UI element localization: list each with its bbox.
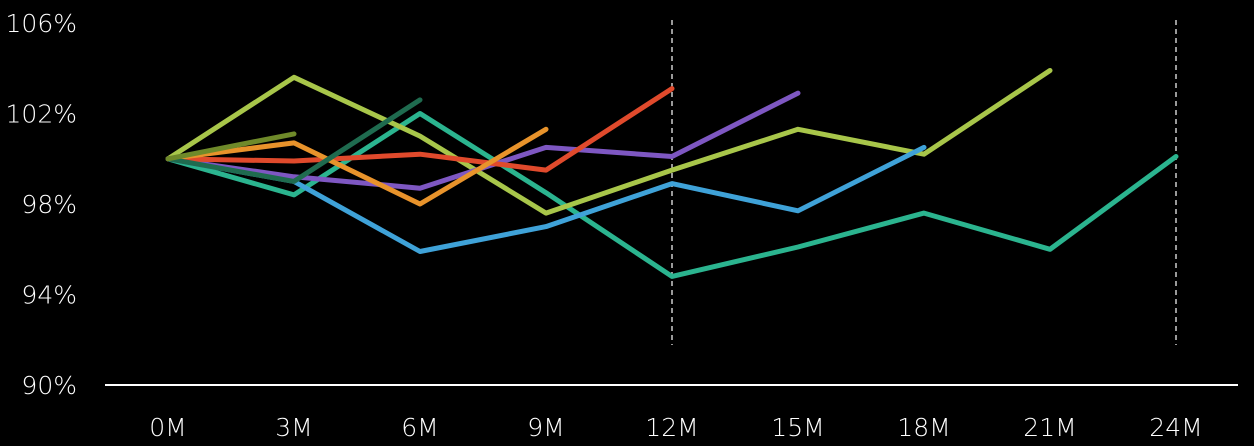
y-tick-label: 98% xyxy=(21,190,77,219)
x-tick-label: 12M xyxy=(645,413,698,442)
y-tick-label: 102% xyxy=(6,100,77,129)
x-tick-label: 6M xyxy=(401,413,438,442)
x-tick-label: 15M xyxy=(771,413,824,442)
y-tick-label: 90% xyxy=(21,371,77,400)
x-tick-label: 18M xyxy=(897,413,950,442)
x-tick-label: 24M xyxy=(1149,413,1202,442)
x-tick-label: 0M xyxy=(149,413,186,442)
x-tick-label: 9M xyxy=(527,413,564,442)
x-tick-label: 3M xyxy=(275,413,312,442)
x-axis-tick-labels: 0M 3M 6M 9M 12M 15M 18M 21M 24M xyxy=(149,413,1202,442)
y-tick-label: 94% xyxy=(21,281,77,310)
y-tick-label: 106% xyxy=(6,9,77,38)
x-tick-label: 21M xyxy=(1023,413,1076,442)
y-axis-tick-labels: 90% 94% 98% 102% 106% xyxy=(6,9,77,400)
reference-lines xyxy=(672,20,1176,345)
